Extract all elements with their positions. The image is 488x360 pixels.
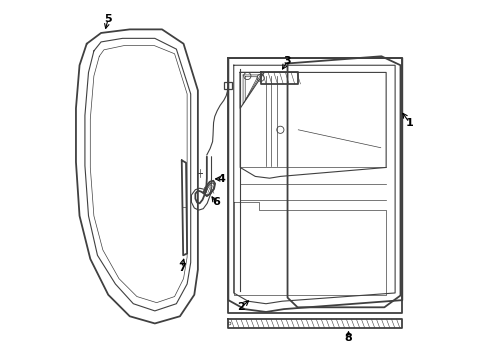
Text: 3: 3 xyxy=(283,56,291,66)
Text: 7: 7 xyxy=(178,263,185,273)
Text: 5: 5 xyxy=(104,14,112,24)
Text: 2: 2 xyxy=(237,302,244,312)
Text: 6: 6 xyxy=(211,197,219,207)
Text: 8: 8 xyxy=(344,333,352,343)
Text: 1: 1 xyxy=(405,118,412,128)
Text: 4: 4 xyxy=(217,174,224,184)
Bar xyxy=(224,82,231,89)
